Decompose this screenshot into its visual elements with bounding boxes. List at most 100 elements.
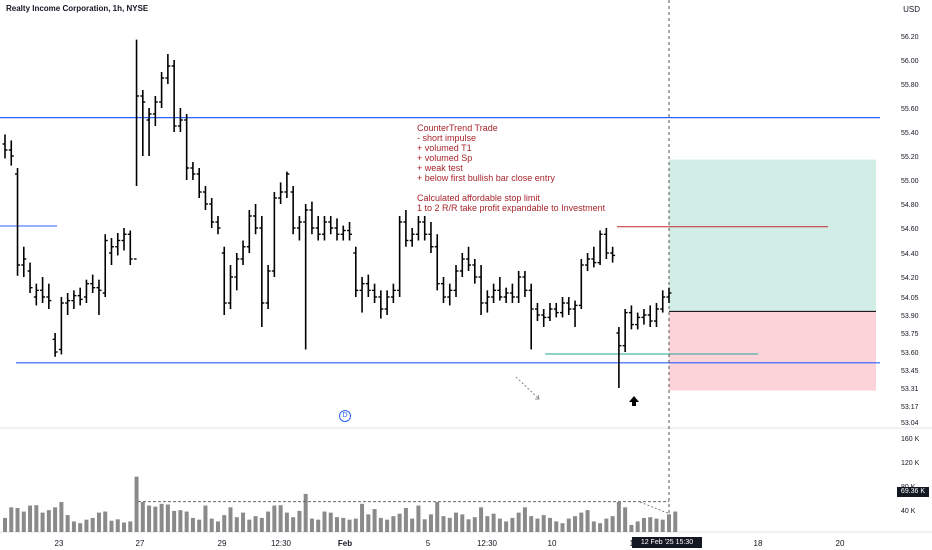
dividend-marker-icon[interactable]: D [339,410,351,422]
volume-bar [623,507,628,532]
volume-bar [648,517,653,532]
price-tick-label: 53.31 [901,386,919,393]
volume-bar [360,503,365,532]
dashed-arrow-line [515,376,540,400]
volume-bar [128,521,133,532]
volume-bar [284,512,289,532]
volume-bar [554,521,559,532]
volume-bar [84,519,89,532]
volume-bar [103,511,108,532]
trade-note: CounterTrend Trade - short impulse + volum… [417,123,605,213]
trade-note-line: + volumed Sp [417,153,473,163]
volume-tick-label: 120 K [901,460,920,467]
time-tick-label: 5 [426,539,431,548]
volume-bar [598,523,603,532]
volume-bar [228,507,233,532]
volume-bar [635,521,640,532]
price-tick-label: 54.40 [901,251,919,258]
volume-bar [397,513,402,532]
volume-bar [410,518,415,532]
price-tick-label: 56.20 [901,34,919,41]
volume-bar [591,521,596,532]
volume-bar [3,517,7,532]
volume-bar [96,512,101,532]
volume-bar [241,512,246,532]
price-axis: 56.20 56.00 55.80 55.60 55.40 55.20 55.00 54.80… [901,34,920,515]
volume-bar [667,514,671,532]
volume-bar [253,516,258,532]
grid-layer [0,427,932,533]
price-tick-label: 55.20 [901,154,919,161]
volume-bar [491,513,496,532]
stop-zone [669,311,876,391]
volume-dashed-arrow [639,501,671,515]
volume-bar [109,520,114,532]
price-tick-label: 53.75 [901,331,919,338]
price-tick-label: 53.45 [901,368,919,375]
volume-bar [266,511,271,532]
time-tick-label: 27 [136,539,145,548]
volume-bar [65,515,70,532]
volume-bar [297,510,302,532]
volume-bar [541,515,546,532]
volume-bar [15,508,20,532]
volume-bar [535,518,540,532]
horizontal-lines [0,0,880,532]
volume-bar [604,518,609,532]
volume-bar [184,511,189,532]
dashed-arrow-head-icon [535,394,540,400]
price-tick-label: 55.80 [901,82,919,89]
volume-bar [497,518,502,532]
volume-bar [454,512,459,532]
volume-tick-label: 160 K [901,436,920,443]
volume-bar [159,503,164,532]
volume-bar [134,476,139,532]
volume-bar [259,517,264,532]
volume-bar [90,517,95,532]
trade-note-line: + volumed T1 [417,143,472,153]
volume-bar [122,522,127,532]
volume-bar [190,517,195,532]
volume-bar [115,519,120,532]
time-tick-label: 18 [754,539,763,548]
volume-bar [178,510,183,532]
time-tick-label: 23 [55,539,64,548]
price-tick-label: 54.20 [901,275,919,282]
position-zones [669,159,876,391]
volume-bar [78,523,83,532]
time-tick-label: Feb [338,539,352,548]
volume-bar [610,516,615,532]
price-tick-label: 55.40 [901,130,919,137]
trade-note-line: - short impulse [417,133,477,143]
volume-bar [504,521,509,532]
price-tick-label: 53.90 [901,313,919,320]
volume-bar [660,519,665,532]
price-tick-label: 53.17 [901,404,919,411]
volume-bar [366,514,371,532]
volume-bar [579,512,584,532]
volume-bar [197,519,202,532]
volume-bar [516,512,521,532]
volume-bar [172,510,177,532]
volume-bar [654,518,659,532]
volume-bar [165,504,170,532]
volume-bar [447,517,452,532]
volume-bar [428,514,433,532]
price-bars [2,39,672,388]
volume-bar [416,505,421,532]
trade-note-line: + weak test [417,163,463,173]
volume-bar [28,505,33,532]
volume-bar [403,508,408,532]
volume-value-badge: 69.36 K [897,487,929,497]
volume-bar [347,519,352,532]
annotations [515,376,671,515]
volume-bar [391,516,396,532]
volume-bar [140,502,145,532]
volume-pane [3,476,678,532]
price-tick-label: 54.05 [901,295,919,302]
volume-bar [21,511,26,532]
volume-bar [441,516,446,532]
volume-bar [272,505,277,532]
volume-bar [303,493,308,532]
